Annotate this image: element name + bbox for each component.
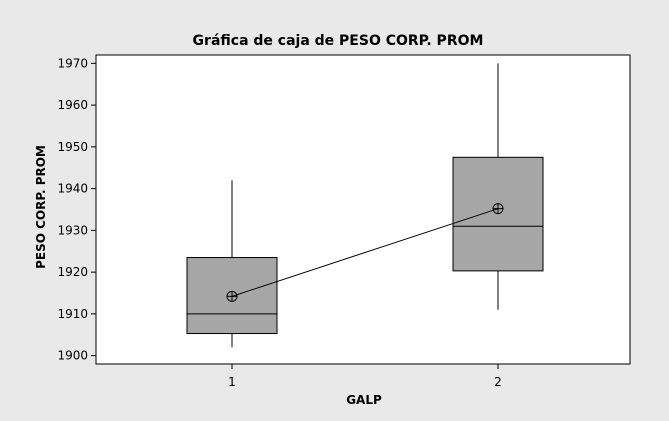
y-tick-label: 1970: [57, 56, 88, 70]
y-tick-label: 1920: [57, 265, 88, 279]
y-tick-label: 1950: [57, 140, 88, 154]
y-axis-label: PESO CORP. PROM: [34, 145, 48, 269]
y-tick-label: 1940: [57, 182, 88, 196]
x-axis-label: GALP: [346, 393, 382, 407]
chart-title: Gráfica de caja de PESO CORP. PROM: [193, 33, 484, 49]
plot-panel: [96, 55, 630, 364]
y-tick-label: 1960: [57, 98, 88, 112]
x-tick-label: 2: [494, 375, 502, 389]
y-tick-label: 1900: [57, 349, 88, 363]
y-tick-label: 1910: [57, 307, 88, 321]
y-tick-label: 1930: [57, 223, 88, 237]
x-tick-label: 1: [228, 375, 236, 389]
